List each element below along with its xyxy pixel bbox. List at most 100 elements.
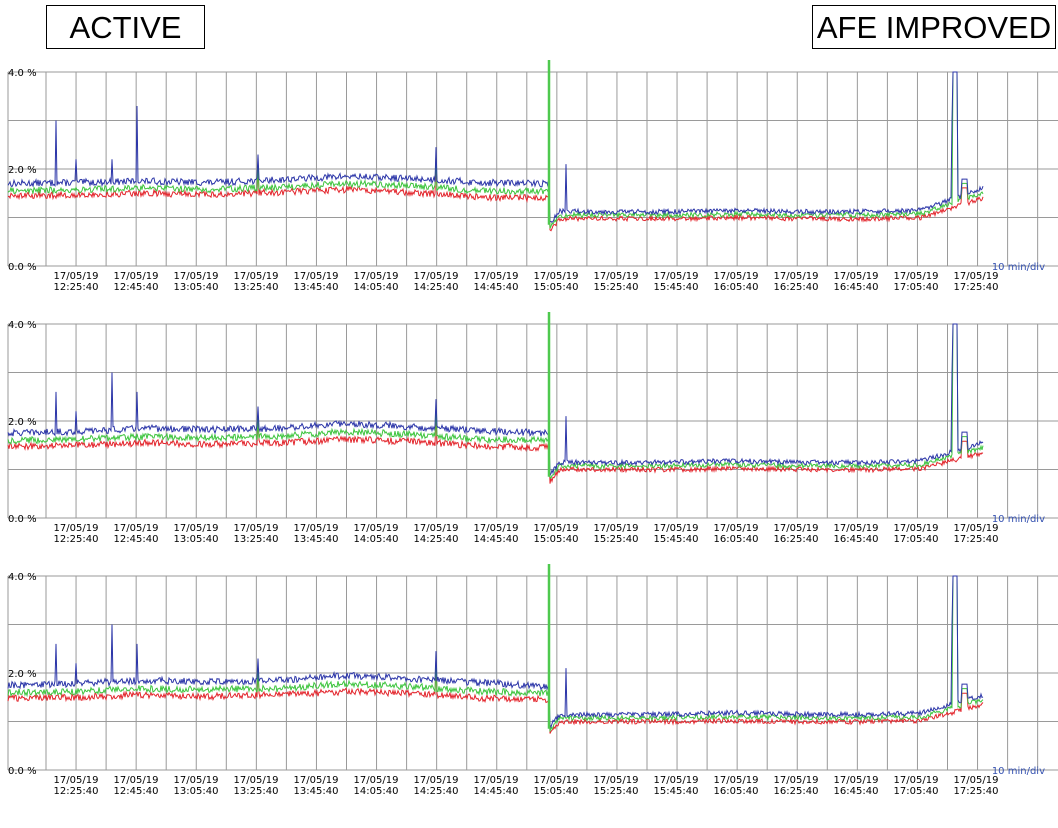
- x-tick-time: 17:25:40: [954, 534, 999, 545]
- chart-panel-1: 4.0 %2.0 %0.0 %17/05/1912:25:4017/05/191…: [7, 60, 1058, 293]
- x-tick-date: 17/05/19: [774, 775, 819, 786]
- x-tick-time: 14:25:40: [414, 282, 459, 293]
- series-line-red: [7, 408, 984, 484]
- x-tick-time: 14:45:40: [474, 282, 519, 293]
- x-tick-time: 16:05:40: [714, 282, 759, 293]
- x-tick-date: 17/05/19: [54, 271, 99, 282]
- x-tick-time: 17:25:40: [954, 786, 999, 797]
- x-tick-date: 17/05/19: [774, 523, 819, 534]
- y-tick-label: 2.0 %: [8, 417, 37, 428]
- x-tick-date: 17/05/19: [834, 523, 879, 534]
- x-tick-date: 17/05/19: [954, 775, 999, 786]
- x-tick-date: 17/05/19: [114, 775, 159, 786]
- y-tick-label: 2.0 %: [8, 669, 37, 680]
- x-tick-time: 14:05:40: [354, 282, 399, 293]
- series-line-green: [7, 71, 984, 229]
- y-tick-label: 0.0 %: [8, 514, 37, 525]
- division-label: 10 min/div: [992, 262, 1045, 273]
- grid: [7, 323, 1058, 519]
- x-tick-date: 17/05/19: [294, 271, 339, 282]
- x-tick-date: 17/05/19: [594, 271, 639, 282]
- y-tick-label: 0.0 %: [8, 766, 37, 777]
- x-tick-time: 15:25:40: [594, 282, 639, 293]
- division-label: 10 min/div: [992, 766, 1045, 777]
- series-line-red: [7, 660, 984, 734]
- x-tick-time: 17:25:40: [954, 282, 999, 293]
- x-tick-time: 15:45:40: [654, 786, 699, 797]
- x-tick-time: 15:05:40: [534, 282, 579, 293]
- x-tick-date: 17/05/19: [54, 775, 99, 786]
- x-tick-date: 17/05/19: [954, 523, 999, 534]
- x-tick-time: 13:05:40: [174, 786, 219, 797]
- x-tick-date: 17/05/19: [894, 775, 939, 786]
- x-tick-date: 17/05/19: [954, 271, 999, 282]
- x-tick-time: 13:45:40: [294, 786, 339, 797]
- x-tick-time: 13:05:40: [174, 534, 219, 545]
- afe-improved-label: AFE IMPROVED: [812, 5, 1056, 49]
- x-tick-time: 16:25:40: [774, 786, 819, 797]
- x-tick-time: 15:05:40: [534, 786, 579, 797]
- x-tick-time: 16:45:40: [834, 786, 879, 797]
- x-tick-time: 14:45:40: [474, 534, 519, 545]
- x-tick-time: 12:25:40: [54, 786, 99, 797]
- x-tick-date: 17/05/19: [114, 523, 159, 534]
- x-tick-time: 14:25:40: [414, 786, 459, 797]
- x-tick-date: 17/05/19: [414, 523, 459, 534]
- x-tick-date: 17/05/19: [714, 775, 759, 786]
- x-tick-time: 15:25:40: [594, 534, 639, 545]
- x-tick-date: 17/05/19: [414, 775, 459, 786]
- x-tick-time: 12:45:40: [114, 282, 159, 293]
- x-tick-date: 17/05/19: [834, 271, 879, 282]
- x-tick-date: 17/05/19: [714, 523, 759, 534]
- x-tick-date: 17/05/19: [534, 271, 579, 282]
- x-tick-time: 16:05:40: [714, 786, 759, 797]
- x-tick-date: 17/05/19: [534, 775, 579, 786]
- x-tick-time: 14:25:40: [414, 534, 459, 545]
- x-tick-date: 17/05/19: [234, 775, 279, 786]
- x-tick-date: 17/05/19: [174, 523, 219, 534]
- x-tick-time: 16:45:40: [834, 534, 879, 545]
- x-tick-time: 14:45:40: [474, 786, 519, 797]
- x-tick-date: 17/05/19: [354, 775, 399, 786]
- x-tick-time: 12:25:40: [54, 282, 99, 293]
- x-tick-time: 12:25:40: [54, 534, 99, 545]
- x-tick-time: 15:25:40: [594, 786, 639, 797]
- division-label: 10 min/div: [992, 514, 1045, 525]
- x-tick-date: 17/05/19: [894, 523, 939, 534]
- x-tick-date: 17/05/19: [654, 271, 699, 282]
- x-tick-time: 13:25:40: [234, 534, 279, 545]
- x-tick-date: 17/05/19: [594, 775, 639, 786]
- x-tick-time: 13:05:40: [174, 282, 219, 293]
- x-tick-time: 16:05:40: [714, 534, 759, 545]
- series-line-blue: [7, 323, 984, 478]
- x-tick-date: 17/05/19: [354, 271, 399, 282]
- series-line-blue: [7, 71, 984, 223]
- x-tick-time: 16:25:40: [774, 534, 819, 545]
- x-tick-date: 17/05/19: [174, 271, 219, 282]
- y-tick-label: 4.0 %: [8, 320, 37, 331]
- x-tick-date: 17/05/19: [774, 271, 819, 282]
- x-tick-time: 14:05:40: [354, 534, 399, 545]
- y-tick-label: 2.0 %: [8, 165, 37, 176]
- x-tick-time: 12:45:40: [114, 786, 159, 797]
- x-tick-time: 16:25:40: [774, 282, 819, 293]
- chart-panel-3: 4.0 %2.0 %0.0 %17/05/1912:25:4017/05/191…: [7, 564, 1058, 797]
- x-tick-date: 17/05/19: [714, 271, 759, 282]
- x-tick-time: 17:05:40: [894, 282, 939, 293]
- x-tick-time: 13:25:40: [234, 786, 279, 797]
- chart-panel-2: 4.0 %2.0 %0.0 %17/05/1912:25:4017/05/191…: [7, 312, 1058, 545]
- x-tick-date: 17/05/19: [294, 775, 339, 786]
- x-tick-date: 17/05/19: [114, 271, 159, 282]
- x-tick-date: 17/05/19: [654, 523, 699, 534]
- x-tick-time: 12:45:40: [114, 534, 159, 545]
- x-tick-time: 14:05:40: [354, 786, 399, 797]
- x-tick-time: 15:45:40: [654, 282, 699, 293]
- x-tick-date: 17/05/19: [414, 271, 459, 282]
- x-tick-date: 17/05/19: [234, 271, 279, 282]
- active-label: ACTIVE: [46, 5, 205, 49]
- x-tick-time: 16:45:40: [834, 282, 879, 293]
- series-line-green: [7, 575, 984, 732]
- series-line-green: [7, 323, 984, 480]
- x-tick-time: 13:25:40: [234, 282, 279, 293]
- x-tick-time: 15:05:40: [534, 534, 579, 545]
